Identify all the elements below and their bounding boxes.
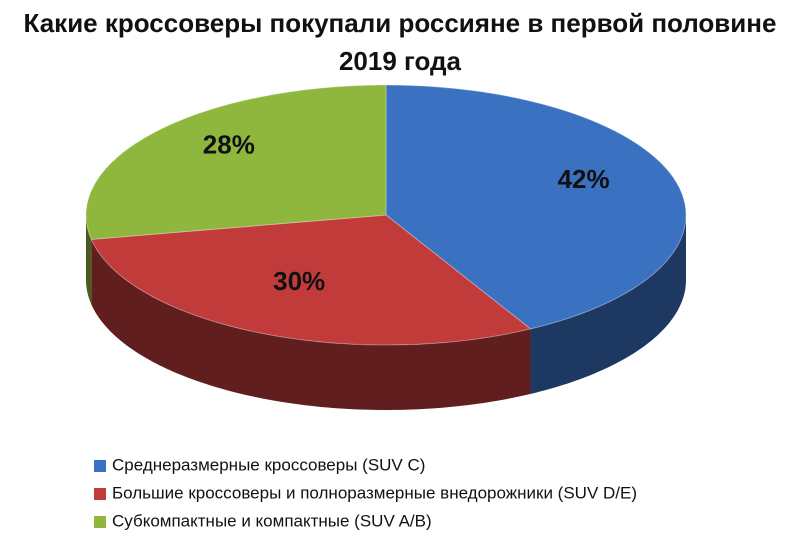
slice-side bbox=[91, 239, 531, 410]
legend-swatch bbox=[94, 488, 106, 500]
legend-swatch bbox=[94, 516, 106, 528]
legend-label: Большие кроссоверы и полноразмерные внед… bbox=[112, 483, 637, 502]
slice bbox=[385, 84, 687, 330]
data-label: 30% bbox=[273, 266, 325, 296]
data-label: 42% bbox=[558, 164, 610, 194]
chart-title: Какие кроссоверы покупали россияне в пер… bbox=[23, 8, 777, 76]
legend-swatch bbox=[94, 460, 106, 472]
slice bbox=[90, 214, 532, 346]
legend-label: Среднеразмерные кроссоверы (SUV C) bbox=[112, 455, 425, 474]
legend-label: Субкомпактные и компактные (SUV A/B) bbox=[112, 511, 432, 530]
data-label: 28% bbox=[203, 130, 255, 160]
slice bbox=[85, 84, 387, 240]
slice-side bbox=[530, 215, 686, 394]
slice-side bbox=[86, 215, 92, 305]
